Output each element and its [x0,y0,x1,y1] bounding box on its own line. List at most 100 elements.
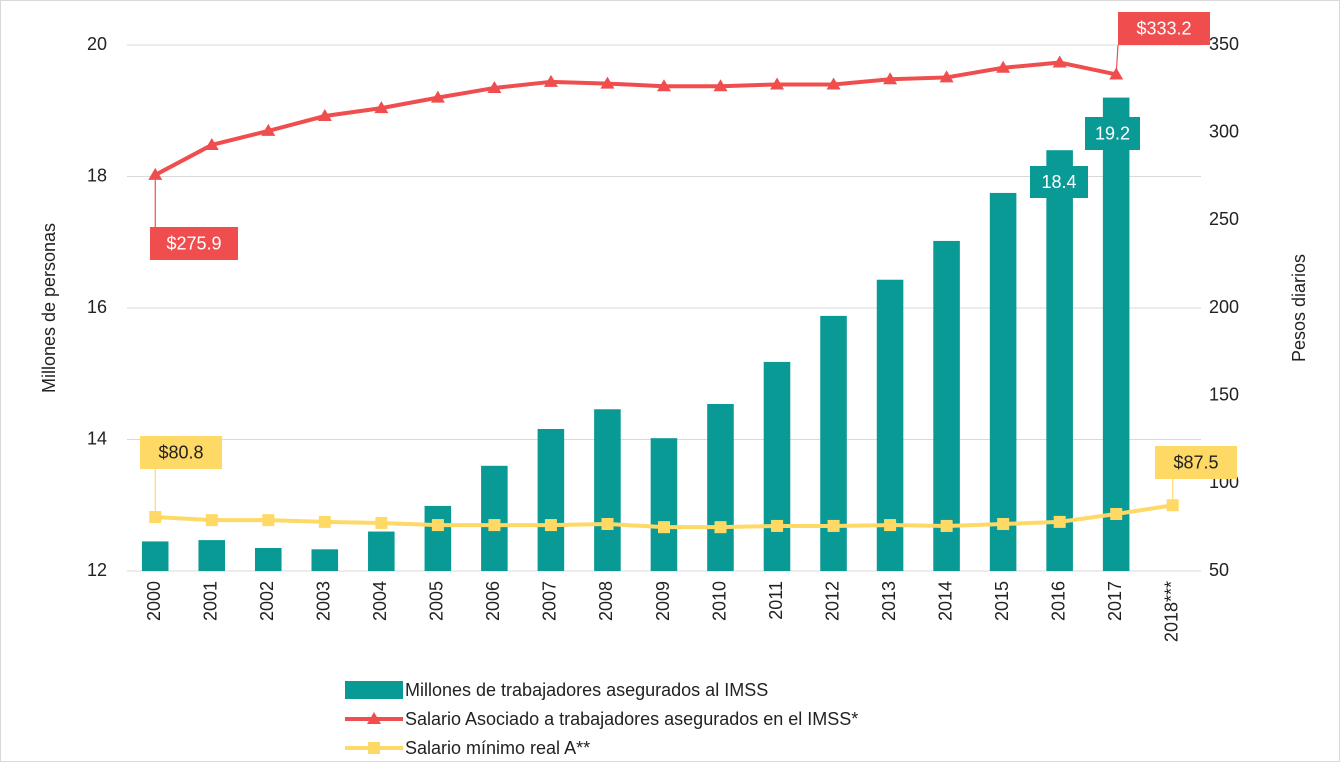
marker [657,79,671,92]
marker [1110,508,1123,521]
marker [770,77,785,90]
marker [601,518,614,531]
data-label: $275.9 [166,233,221,253]
y-tick-label: 18 [87,165,107,185]
marker [771,519,784,532]
marker [431,519,444,532]
x-tick-label: 2003 [314,581,334,621]
bar [989,192,1017,571]
bar [537,428,565,571]
y-tick-label: 16 [87,297,107,317]
data-label-box [1085,117,1140,150]
data-label-box [140,436,222,469]
x-tick-label: 2015 [992,581,1012,621]
marker [884,519,897,532]
marker [826,77,841,90]
marker [713,79,728,92]
marker [883,72,898,85]
bar [368,531,395,571]
legend-label: Salario Asociado a trabajadores asegurad… [405,709,858,729]
data-label: 18.4 [1041,172,1076,192]
leader-line [1115,44,1119,75]
bar [141,541,169,571]
bar [820,315,847,571]
x-tick-label: 2014 [935,581,955,621]
marker [658,521,670,534]
x-tick-label: 2004 [370,581,390,621]
x-tick-label: 2013 [879,581,899,621]
marker [318,515,331,528]
data-label: $80.8 [158,442,203,462]
marker [375,516,388,529]
y-tick-label: 12 [87,560,107,580]
marker [430,90,445,103]
marker [996,60,1011,73]
y2-tick-label: 250 [1209,209,1239,229]
marker [1053,515,1066,528]
bar [763,361,791,571]
marker [205,514,218,527]
data-label: 19.2 [1095,123,1130,143]
y-tick-label: 14 [87,428,107,448]
line [154,60,1117,177]
data-label-box [150,227,238,260]
marker [940,519,953,532]
x-tick-label: 2012 [822,581,842,621]
y2-tick-label: 300 [1209,121,1239,141]
x-tick-label: 2002 [257,581,277,621]
bar [198,540,226,571]
x-tick-label: 2018*** [1161,581,1181,642]
x-tick-label: 2001 [201,581,221,621]
legend-swatch [345,681,403,699]
y2-tick-label: 150 [1209,384,1239,404]
legend-marker [367,712,381,724]
data-label-box [1155,446,1237,479]
bar [1102,97,1130,571]
x-tick-label: 2017 [1105,581,1125,621]
marker [261,123,276,136]
x-tick-label: 2008 [596,581,616,621]
data-label: $333.2 [1136,18,1191,38]
x-tick-label: 2000 [144,581,164,621]
x-tick-label: 2007 [540,581,560,621]
marker [317,109,332,122]
marker [262,514,275,527]
marker [374,101,389,114]
marker [827,519,840,532]
bar [933,240,960,571]
y2-axis-title: Pesos diarios [1289,254,1309,362]
marker [939,70,954,83]
data-label-box [1118,12,1210,45]
x-tick-label: 2010 [709,581,729,621]
legend-label: Millones de trabajadores asegurados al I… [405,680,768,700]
marker [1052,55,1067,68]
bar [311,549,339,571]
x-tick-label: 2011 [766,581,786,620]
marker [543,74,558,87]
marker [997,518,1010,531]
bar [254,547,282,571]
bar [594,409,621,571]
marker [204,137,219,150]
legend-label: Salario mínimo real A** [405,738,590,758]
x-tick-label: 2005 [427,581,447,621]
legend-marker [368,742,380,754]
data-label-box [1030,166,1088,198]
marker [488,519,501,532]
bar [1046,150,1073,571]
x-tick-label: 2009 [653,581,673,621]
y2-tick-label: 200 [1209,297,1239,317]
bar [481,465,508,571]
marker [148,167,163,180]
y2-tick-label: 50 [1209,560,1229,580]
x-tick-label: 2016 [1048,581,1068,621]
y-tick-label: 20 [87,34,107,54]
data-label: $87.5 [1173,452,1218,472]
x-tick-label: 2006 [483,581,503,621]
y-axis-title: Millones de personas [39,223,59,393]
marker [714,521,727,534]
marker [544,519,557,532]
bar [424,505,452,571]
